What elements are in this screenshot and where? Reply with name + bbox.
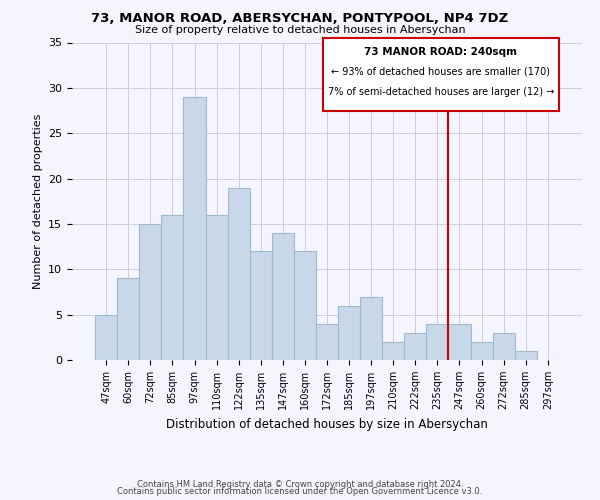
Bar [515,351,537,360]
Text: 73, MANOR ROAD, ABERSYCHAN, PONTYPOOL, NP4 7DZ: 73, MANOR ROAD, ABERSYCHAN, PONTYPOOL, N… [91,12,509,26]
Bar [493,333,515,360]
Bar [338,306,360,360]
Bar [382,342,404,360]
Bar [95,314,117,360]
Text: Size of property relative to detached houses in Abersychan: Size of property relative to detached ho… [134,25,466,35]
Bar [184,97,206,360]
Bar [316,324,338,360]
Text: Contains HM Land Registry data © Crown copyright and database right 2024.: Contains HM Land Registry data © Crown c… [137,480,463,489]
Text: 73 MANOR ROAD: 240sqm: 73 MANOR ROAD: 240sqm [364,46,517,56]
Bar [139,224,161,360]
Bar [272,233,294,360]
Bar [117,278,139,360]
Text: 7% of semi-detached houses are larger (12) →: 7% of semi-detached houses are larger (1… [328,88,554,98]
Bar [294,251,316,360]
Bar [404,333,427,360]
Bar [227,188,250,360]
Text: Contains public sector information licensed under the Open Government Licence v3: Contains public sector information licen… [118,487,482,496]
X-axis label: Distribution of detached houses by size in Abersychan: Distribution of detached houses by size … [166,418,488,430]
Bar [448,324,470,360]
Bar [161,215,184,360]
FancyBboxPatch shape [323,38,559,111]
Bar [206,215,227,360]
Bar [360,296,382,360]
Bar [250,251,272,360]
Bar [427,324,448,360]
Bar [470,342,493,360]
Y-axis label: Number of detached properties: Number of detached properties [32,114,43,289]
Text: ← 93% of detached houses are smaller (170): ← 93% of detached houses are smaller (17… [331,66,550,76]
